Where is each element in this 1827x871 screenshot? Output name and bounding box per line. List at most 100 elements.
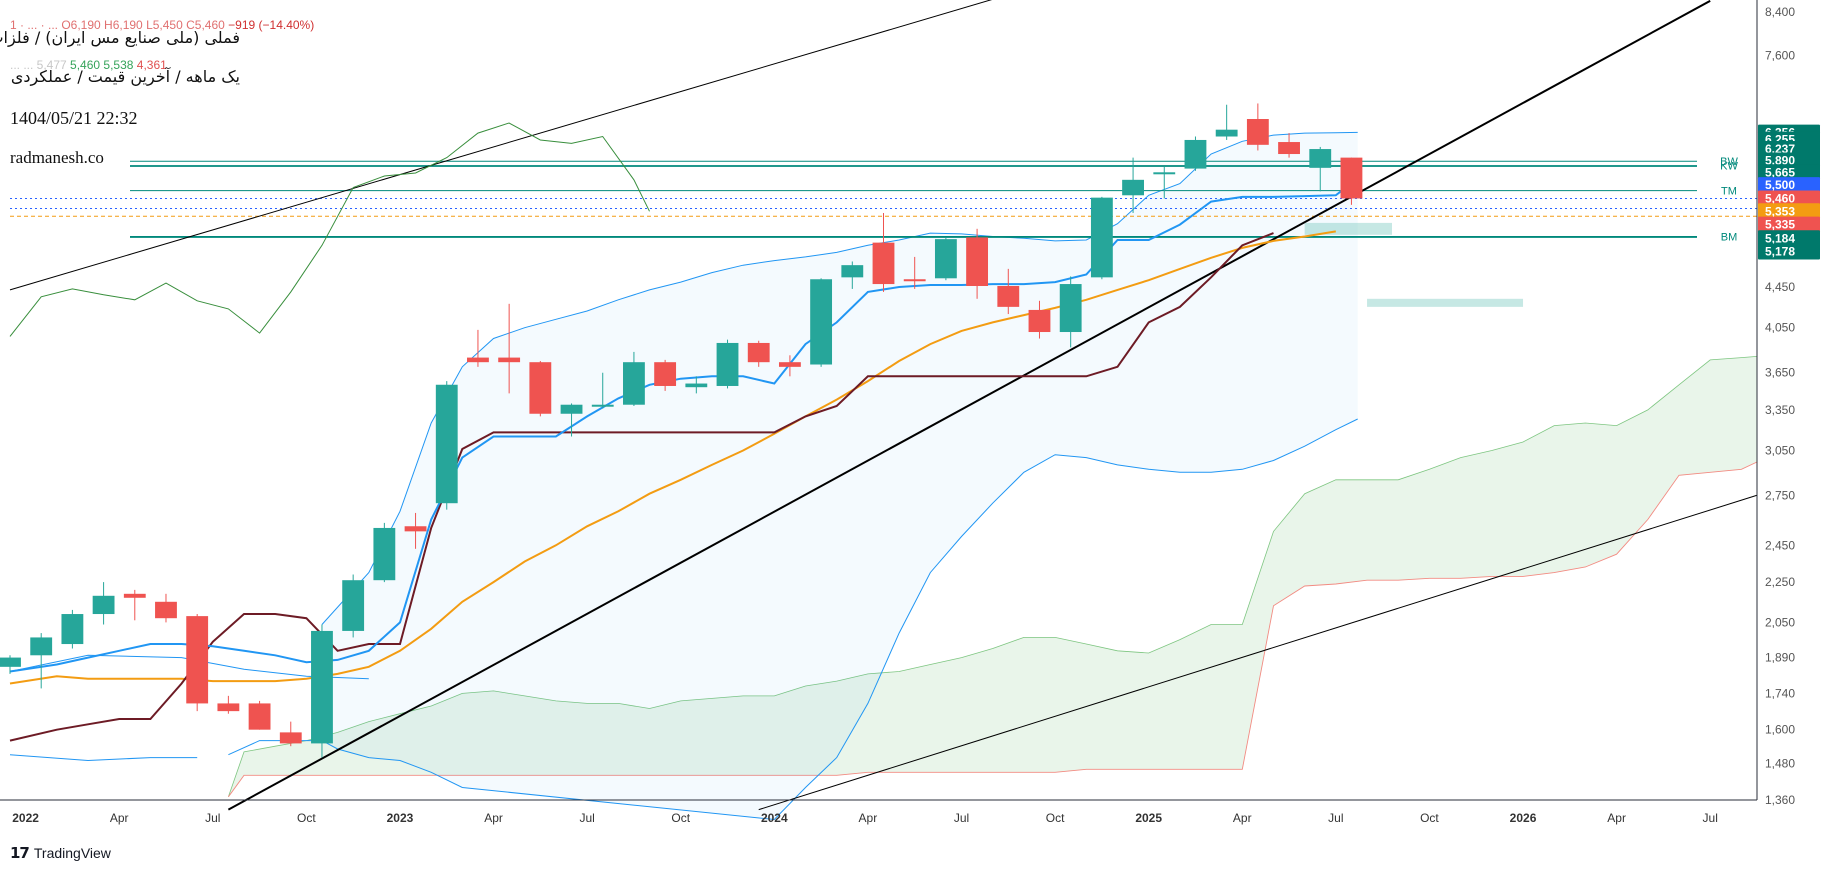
- price-tick-label: 2,250: [1765, 575, 1795, 589]
- candle-body: [92, 595, 115, 615]
- tradingview-logo[interactable]: 𝟭𝟳 TradingView: [10, 844, 111, 862]
- trendline: [227, 0, 1711, 811]
- price-badge-bg: [1758, 177, 1820, 194]
- price-badge-label: 5,665: [1765, 165, 1795, 179]
- candle-body: [0, 657, 21, 667]
- price-badge-label: 5,184: [1765, 231, 1795, 245]
- price-tick-label: 2,450: [1765, 538, 1795, 552]
- price-badge: 5,353: [1758, 203, 1820, 220]
- price-tick-label: 1,740: [1765, 686, 1795, 700]
- price-badge-bg: [1758, 203, 1820, 220]
- indicator-legend-green-2: 5,538: [103, 58, 134, 72]
- price-badge-bg: [1758, 190, 1820, 207]
- tradingview-brand-text: TradingView: [33, 845, 111, 861]
- indicator-legend-green: 5,460: [70, 58, 101, 72]
- time-tick-label: 2022: [12, 811, 39, 825]
- candle: [1278, 133, 1300, 158]
- candle-body: [342, 580, 365, 631]
- tradingview-logo-icon: 𝟭𝟳: [10, 845, 30, 862]
- price-badge-label: 5,353: [1765, 204, 1795, 218]
- candle: [1122, 157, 1144, 213]
- candle-body: [435, 384, 458, 504]
- candle-body: [1215, 129, 1238, 137]
- candle: [560, 403, 583, 437]
- bollinger-lower-line: [228, 418, 1358, 821]
- candle-body: [467, 357, 489, 363]
- level-tag: KW: [1720, 161, 1738, 173]
- time-tick-label: 2024: [761, 811, 788, 825]
- candle: [1059, 276, 1082, 348]
- time-tick-label: Apr: [859, 811, 878, 825]
- candle-body: [903, 279, 926, 282]
- candle-body: [1122, 179, 1144, 196]
- price-badge-label: 5,178: [1765, 244, 1795, 258]
- candle: [934, 237, 957, 281]
- cloud-fill: [228, 356, 1757, 797]
- time-tick-label: Jul: [579, 811, 594, 825]
- candle-body: [1059, 284, 1082, 333]
- candle: [342, 574, 365, 638]
- candle: [872, 212, 895, 292]
- price-badge: 5,178: [1758, 243, 1820, 260]
- candle: [1309, 146, 1332, 192]
- price-badge-label: 5,335: [1765, 218, 1795, 232]
- candle-body: [934, 239, 957, 279]
- price-tick-label: 2,750: [1765, 488, 1795, 502]
- time-tick-label: Jul: [205, 811, 220, 825]
- candle: [778, 355, 801, 377]
- candle: [404, 512, 427, 549]
- candle: [279, 721, 302, 747]
- price-tick-label: 3,650: [1765, 366, 1795, 380]
- price-badge-label: 5,890: [1765, 154, 1795, 168]
- candle: [217, 695, 240, 714]
- price-badge-bg: [1758, 243, 1820, 260]
- candle-body: [279, 732, 302, 744]
- time-tick-label: Oct: [671, 811, 690, 825]
- candlesticks[interactable]: [0, 103, 1363, 758]
- price-tick-label: 3,350: [1765, 403, 1795, 417]
- price-tick-label: 8,400: [1765, 5, 1795, 19]
- candle-body: [560, 404, 583, 414]
- candle-body: [123, 593, 146, 598]
- time-tick-label: Jul: [1328, 811, 1343, 825]
- candle: [1184, 136, 1207, 171]
- candle-body: [217, 703, 240, 712]
- price-badge-bg: [1758, 216, 1820, 233]
- candle: [716, 339, 739, 389]
- chart-datetime: 1404/05/21 22:32: [10, 108, 138, 128]
- price-tick-label: 1,480: [1765, 756, 1795, 770]
- time-tick-label: Apr: [1233, 811, 1252, 825]
- ohlc-legend: 1 · ... · ... O6,190 H6,190 L5,450 C5,46…: [10, 18, 314, 32]
- candle-body: [498, 357, 521, 363]
- candle-body: [872, 242, 895, 285]
- zone-rect: [1304, 222, 1393, 235]
- candle: [685, 376, 708, 394]
- indicator-legend: ... ... 5,477 5,460 5,538 4,361: [10, 58, 167, 72]
- candle: [0, 655, 21, 674]
- candle-body: [654, 362, 677, 386]
- level-tag: BM: [1721, 232, 1738, 244]
- candle: [373, 522, 396, 583]
- candle: [467, 329, 489, 367]
- candle-body: [747, 342, 770, 363]
- candle-body: [30, 637, 53, 656]
- candle: [186, 614, 209, 712]
- ohlc-values: 1 · ... · ... O6,190 H6,190 L5,450 C5,46…: [10, 18, 225, 32]
- candle-body: [591, 404, 614, 407]
- candle: [155, 593, 177, 623]
- time-tick-label: 2025: [1135, 811, 1162, 825]
- bollinger-lower-early: [9, 754, 198, 762]
- time-tick-label: Jul: [1703, 811, 1718, 825]
- price-badge-bg: [1758, 164, 1820, 181]
- price-badge-bg: [1758, 230, 1820, 247]
- candle: [1028, 300, 1051, 339]
- candle: [997, 268, 1020, 315]
- time-tick-label: 2023: [387, 811, 414, 825]
- zone-rect: [1367, 298, 1524, 307]
- candle-body: [810, 279, 833, 365]
- trendline: [9, 0, 993, 291]
- candle-body: [966, 237, 989, 286]
- candle: [966, 228, 989, 299]
